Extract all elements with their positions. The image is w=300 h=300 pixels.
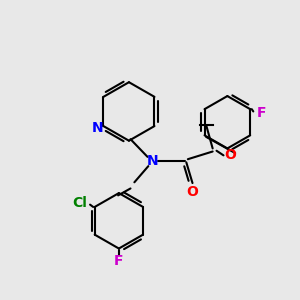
Text: O: O	[224, 148, 236, 162]
Text: Cl: Cl	[72, 196, 87, 210]
Text: F: F	[256, 106, 266, 120]
Text: N: N	[146, 154, 158, 168]
Text: F: F	[114, 254, 124, 268]
Text: O: O	[187, 185, 198, 199]
Text: N: N	[92, 121, 103, 135]
